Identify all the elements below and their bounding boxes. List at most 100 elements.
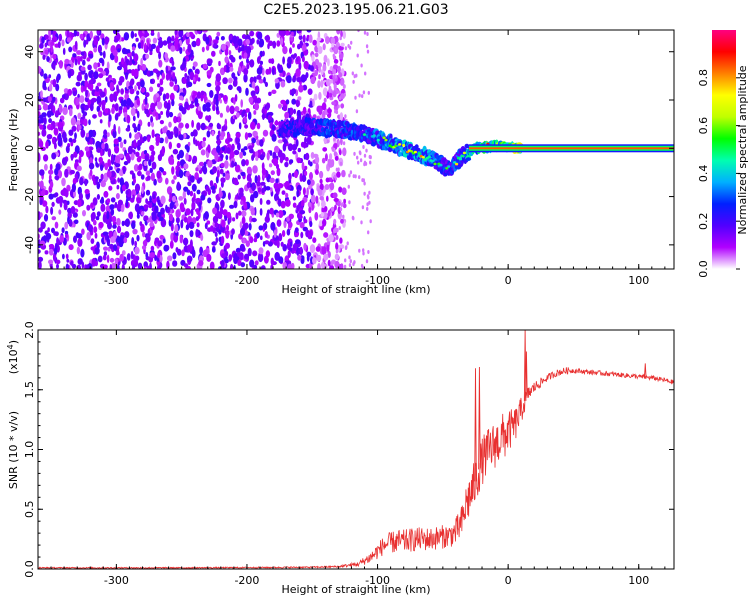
noise-dot <box>207 160 213 168</box>
noise-dot <box>116 225 122 234</box>
noise-dot <box>333 64 338 70</box>
noise-dot <box>314 70 318 77</box>
noise-dot <box>88 53 94 59</box>
noise-dot <box>327 108 332 114</box>
noise-dot <box>266 151 270 161</box>
noise-dot <box>268 91 272 97</box>
noise-dot <box>272 67 275 76</box>
noise-dot <box>200 194 206 201</box>
noise-dot <box>172 148 179 155</box>
noise-dot <box>221 253 226 259</box>
track-core <box>394 144 398 148</box>
noise-dot <box>332 76 336 85</box>
noise-dot <box>67 216 70 225</box>
noise-dot <box>157 252 161 259</box>
noise-dot <box>175 247 179 253</box>
noise-dot <box>133 177 136 184</box>
noise-dot <box>98 221 104 229</box>
noise-dot <box>251 81 256 89</box>
y-tick-label: 1.5 <box>23 381 36 399</box>
noise-dot <box>48 244 54 248</box>
noise-dot <box>237 38 243 47</box>
noise-dot <box>183 186 189 192</box>
noise-dot <box>58 104 63 114</box>
noise-dot <box>256 67 263 75</box>
noise-dot <box>273 182 279 190</box>
noise-dot <box>256 122 261 130</box>
noise-dot <box>158 39 164 49</box>
noise-dot <box>334 155 339 161</box>
noise-dot <box>185 170 190 177</box>
noise-dot <box>189 71 195 81</box>
noise-dot <box>46 56 50 62</box>
noise-dot <box>126 114 131 124</box>
noise-dot <box>163 244 169 252</box>
noise-dot <box>76 165 82 172</box>
snr-series-line <box>38 367 674 569</box>
noise-dot <box>145 189 151 196</box>
noise-dot <box>202 30 208 33</box>
noise-dot <box>84 146 90 152</box>
spectrogram-frame <box>37 29 675 270</box>
noise-dot <box>95 176 98 186</box>
noise-dot <box>114 145 120 154</box>
noise-dot <box>256 181 261 187</box>
spectrogram-y-axis-label: Frequency (Hz) <box>7 109 20 192</box>
noise-dot <box>297 254 302 261</box>
noise-dot <box>190 131 194 137</box>
carrier-line <box>468 147 674 150</box>
noise-dot <box>101 99 106 107</box>
noise-dot <box>95 86 100 92</box>
noise-dot <box>178 105 184 112</box>
noise-dot <box>292 75 296 82</box>
noise-dot <box>43 154 49 162</box>
noise-dot <box>340 137 343 146</box>
noise-dot <box>295 99 300 108</box>
noise-dot <box>165 65 169 74</box>
noise-dot <box>149 51 153 56</box>
noise-dot <box>259 154 265 161</box>
noise-dot <box>112 224 117 229</box>
noise-dot <box>285 192 289 198</box>
noise-dot <box>280 200 286 209</box>
noise-dot <box>317 62 323 68</box>
noise-dot <box>149 167 153 173</box>
noise-dot <box>259 60 263 65</box>
noise-dot <box>128 211 133 220</box>
noise-dot <box>173 84 179 92</box>
noise-dot <box>171 35 175 42</box>
noise-dot <box>98 57 104 64</box>
noise-dot <box>106 198 111 204</box>
noise-dot <box>317 46 323 54</box>
noise-dot <box>219 168 224 175</box>
noise-dot <box>207 58 213 65</box>
noise-dot <box>222 94 228 102</box>
noise-dot <box>228 84 233 91</box>
noise-dot <box>215 97 219 107</box>
noise-dot <box>151 214 157 221</box>
noise-dot <box>104 142 109 152</box>
noise-dot <box>362 90 366 95</box>
noise-dot <box>361 94 364 99</box>
noise-dot <box>146 175 151 181</box>
noise-dot <box>348 173 351 178</box>
noise-dot <box>162 93 166 102</box>
noise-dot <box>247 132 253 138</box>
noise-dot <box>51 152 57 160</box>
noise-dot <box>309 244 316 254</box>
noise-dot <box>156 170 162 179</box>
noise-dot <box>325 36 330 45</box>
noise-dot <box>136 110 140 119</box>
noise-dot <box>212 166 218 174</box>
track-blob <box>464 143 470 149</box>
noise-dot <box>329 153 333 161</box>
noise-dot <box>212 215 219 224</box>
noise-dot <box>69 108 73 117</box>
noise-dot <box>254 102 260 111</box>
noise-dot <box>220 177 226 183</box>
noise-dot <box>322 218 327 227</box>
noise-dot <box>87 224 94 233</box>
noise-dot <box>271 133 277 142</box>
noise-dot <box>216 169 220 178</box>
noise-dot <box>337 65 341 74</box>
